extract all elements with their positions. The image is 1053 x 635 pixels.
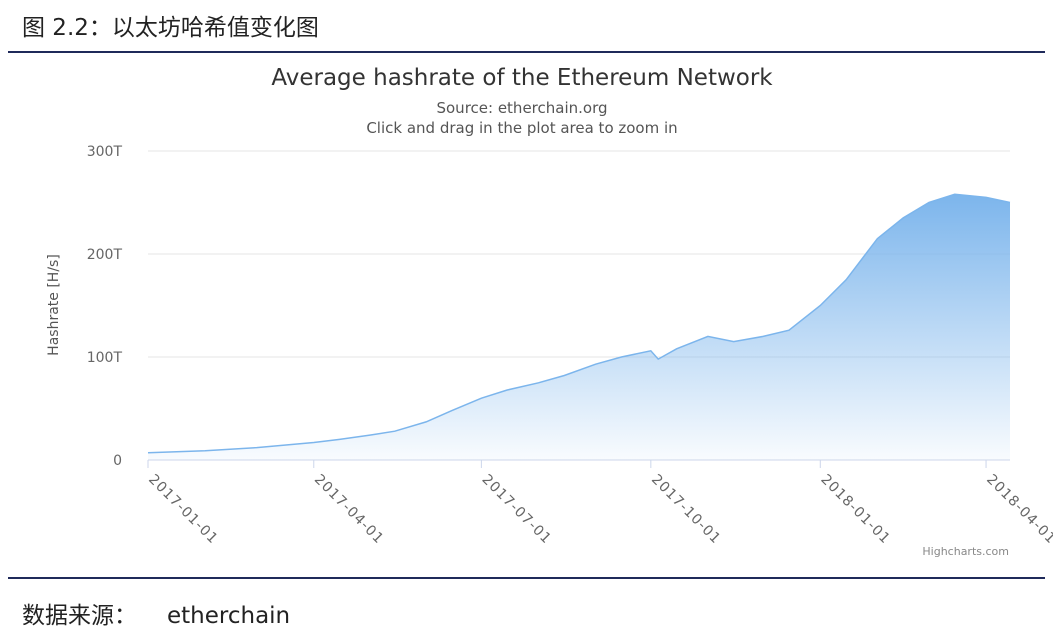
chart-subtitle: Source: etherchain.org bbox=[436, 99, 607, 117]
x-tick-label: 2017-01-01 bbox=[145, 472, 221, 548]
y-tick-label: 100T bbox=[87, 350, 123, 366]
y-axis-title: Hashrate [H/s] bbox=[46, 254, 62, 356]
plot: 0 100T 200T 300T 2017-01-01 2017-04-01 2017-07… bbox=[87, 144, 1053, 547]
y-tick-label: 300T bbox=[87, 144, 123, 160]
source: etherchain bbox=[167, 603, 290, 629]
figure-caption: 图 2.2：以太坊哈希值变化图 bbox=[22, 15, 319, 41]
chart-title: Average hashrate of the Ethereum Network bbox=[271, 65, 773, 91]
area-line bbox=[147, 193, 1011, 454]
y-tick-label: 0 bbox=[113, 453, 122, 469]
area bbox=[148, 194, 1010, 461]
chart-subtitle: Click and drag in the plot area to zoom … bbox=[366, 119, 677, 137]
x-tick-label: 2018-01-01 bbox=[817, 472, 893, 548]
x-tick-label: 2018-04-01 bbox=[983, 472, 1053, 548]
y-tick-label: 200T bbox=[87, 247, 123, 263]
credit: Highcharts.com bbox=[922, 545, 1009, 558]
source-label: 数据来源： bbox=[22, 603, 137, 629]
x-tick-label: 2017-04-01 bbox=[311, 472, 387, 548]
x-tick-label: 2017-10-01 bbox=[648, 472, 724, 548]
x-tick-label: 2017-07-01 bbox=[479, 472, 555, 548]
